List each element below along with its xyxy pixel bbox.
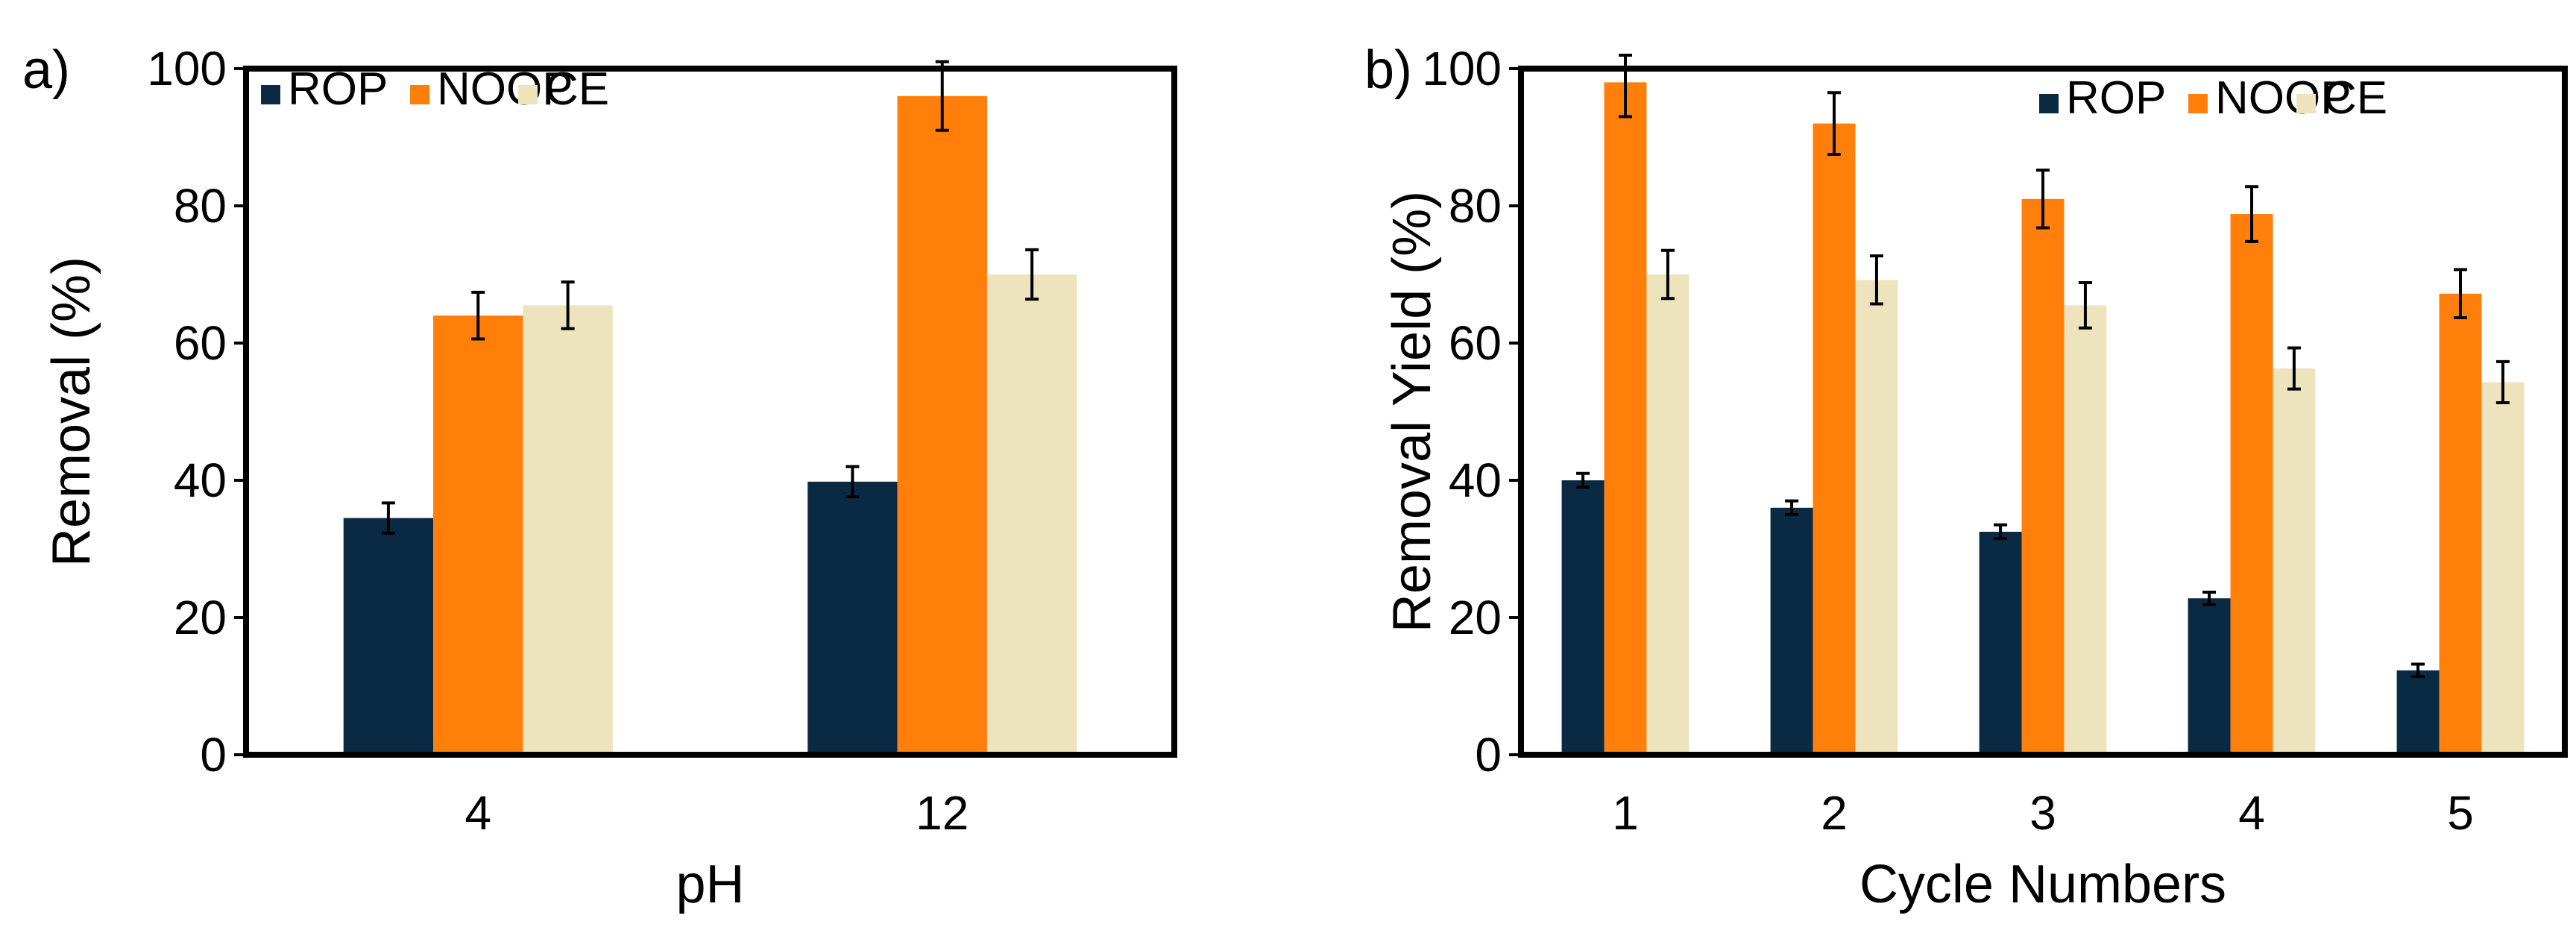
legend-label-rop: ROP <box>288 63 388 115</box>
x-tick-label: 4 <box>465 786 491 840</box>
legend-label-noop: NOOP <box>2215 72 2352 124</box>
bar-ce-3 <box>2064 305 2107 755</box>
x-tick-label: 3 <box>2029 786 2056 840</box>
legend-swatch-ce <box>2296 94 2316 113</box>
y-axis-title: Removal (%) <box>42 257 101 567</box>
bar-rop-1 <box>1561 480 1605 755</box>
plot-frame <box>243 66 1177 758</box>
bar-ce-4 <box>523 305 613 755</box>
x-tick-label: 2 <box>1821 786 1848 840</box>
y-tick-label: 20 <box>174 591 227 644</box>
plot-frame <box>1518 66 2568 758</box>
bar-rop-3 <box>1979 532 2022 755</box>
bar-rop-4 <box>343 518 434 755</box>
bar-noop-4 <box>2230 214 2273 755</box>
legend-swatch-ce <box>518 85 538 104</box>
bar-noop-12 <box>897 95 987 755</box>
legend-label-ce: CE <box>2323 72 2387 124</box>
legend-swatch-noop <box>410 85 429 104</box>
legend-label-rop: ROP <box>2066 72 2166 124</box>
bar-noop-1 <box>1604 82 1647 755</box>
legend-label-noop: NOOP <box>437 63 573 115</box>
bar-ce-12 <box>986 274 1077 755</box>
legend-swatch-rop <box>261 85 280 104</box>
y-tick-label: 0 <box>200 728 227 782</box>
bar-noop-4 <box>433 315 523 755</box>
x-tick-label: 5 <box>2447 786 2474 840</box>
y-tick-label: 40 <box>174 453 227 507</box>
x-tick-label: 12 <box>916 786 969 840</box>
legend-swatch-rop <box>2039 94 2059 113</box>
legend-swatch-noop <box>2188 94 2208 113</box>
y-axis-title: Removal Yield (%) <box>1382 191 1442 632</box>
x-tick-label: 1 <box>1612 786 1639 840</box>
y-tick-label: 100 <box>147 42 227 95</box>
bar-noop-5 <box>2439 293 2482 755</box>
y-tick-label: 100 <box>1422 42 1502 95</box>
bar-rop-12 <box>807 481 898 755</box>
bar-ce-2 <box>1855 280 1898 755</box>
x-tick-label: 4 <box>2238 786 2265 840</box>
legend-label-ce: CE <box>545 63 609 115</box>
y-tick-label: 0 <box>1475 728 1502 782</box>
bar-ce-1 <box>1646 274 1689 755</box>
y-tick-label: 60 <box>1449 316 1502 370</box>
y-tick-label: 40 <box>1449 453 1502 507</box>
x-axis-title: pH <box>676 855 744 914</box>
bar-noop-2 <box>1813 123 1856 755</box>
bar-noop-3 <box>2021 198 2065 755</box>
bar-ce-5 <box>2481 382 2525 755</box>
bar-rop-5 <box>2396 670 2440 755</box>
y-tick-label: 80 <box>174 179 227 233</box>
bar-rop-4 <box>2188 598 2231 755</box>
x-axis-title: Cycle Numbers <box>1859 855 2226 914</box>
y-tick-label: 60 <box>174 316 227 370</box>
bar-ce-4 <box>2273 368 2316 755</box>
y-tick-label: 20 <box>1449 591 1502 644</box>
panel-label: a) <box>22 40 70 100</box>
panel-label: b) <box>1364 40 1412 100</box>
y-tick-label: 80 <box>1449 179 1502 233</box>
bar-rop-2 <box>1770 507 1813 755</box>
